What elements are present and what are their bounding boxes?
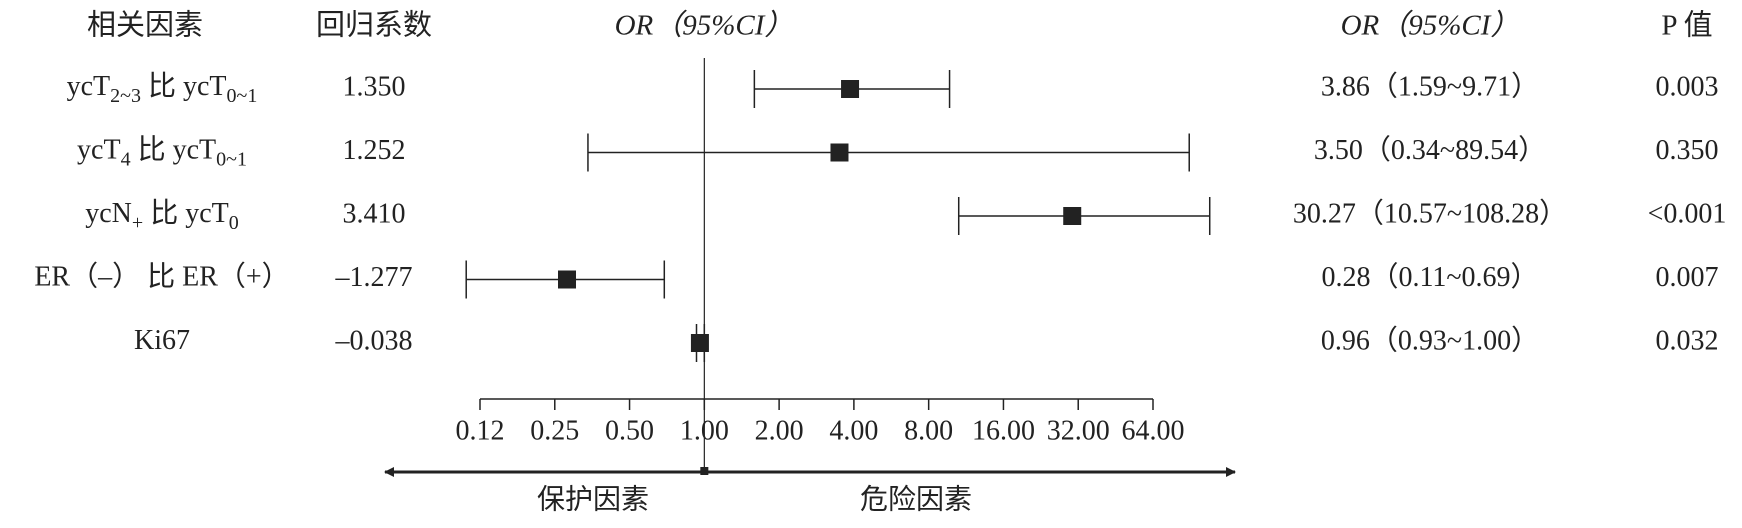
row-label-part: 0~1 [227,85,258,107]
or-point [690,334,709,352]
x-tick-label: 2.00 [755,415,804,446]
x-tick-label: 64.00 [1122,415,1185,446]
right-label: 危险因素 [860,483,972,515]
x-tick-label: 0.50 [605,415,654,446]
reference-marker [700,467,709,475]
row-label-part: 比 ycT [143,197,229,229]
row-label-part: 0 [229,212,239,234]
row-label: ycT2~3 比 ycT0~1 [67,70,258,106]
p-value: 0.032 [1656,325,1719,356]
ci-label: 30.27（10.57~108.28） [1293,197,1567,229]
p-value: <0.001 [1648,198,1727,229]
row-label: Ki67 [134,325,190,356]
coef: 1.252 [343,135,406,166]
left-label: 保护因素 [537,483,649,515]
x-tick-label: 4.00 [829,415,878,446]
or-point [830,143,849,162]
coef: 3.410 [343,198,406,229]
header-p: P 值 [1661,9,1712,42]
row-label: ycN+ 比 ycT0 [85,197,238,233]
or-point [1063,207,1082,225]
row-label-part: 4 [121,148,131,170]
row-label-part: ycN [85,198,132,229]
p-value: 0.350 [1656,135,1719,166]
row-label-part: 比 ycT [141,70,227,102]
x-tick-label: 0.12 [456,415,505,446]
ci-label: 0.28（0.11~0.69） [1321,261,1538,293]
row-label: ycT4 比 ycT0~1 [77,134,247,170]
row-label-part: 0~1 [216,148,247,170]
p-value: 0.003 [1656,71,1719,102]
coef: –1.277 [335,262,413,293]
row-label-part: + [132,212,143,234]
ci-label: 3.86（1.59~9.71） [1321,70,1539,102]
ci-label: 3.50（0.34~89.54） [1314,134,1546,166]
or-point [558,270,577,289]
header-coef: 回归系数 [316,9,432,42]
row-label-part: ycT [77,135,121,166]
x-tick-label: 0.25 [530,415,579,446]
x-tick-label: 16.00 [972,415,1035,446]
p-value: 0.007 [1656,262,1719,293]
or-point [841,80,860,98]
row-label-part: Ki67 [134,325,190,356]
x-tick-label: 32.00 [1047,415,1110,446]
row-label-part: ycT [67,71,111,102]
coef: –0.038 [335,325,413,356]
header-plot: OR（95%CI） [615,10,794,42]
header-ci: OR（95%CI） [1341,10,1520,42]
x-tick-label: 8.00 [904,415,953,446]
row-label-part: ER（–） 比 ER（+） [34,261,289,293]
header-factor: 相关因素 [87,9,203,42]
coef: 1.350 [343,71,406,102]
row-label: ER（–） 比 ER（+） [34,261,289,293]
row-label-part: 2~3 [110,85,141,107]
row-label-part: 比 ycT [131,134,217,166]
ci-label: 0.96（0.93~1.00） [1321,324,1539,356]
